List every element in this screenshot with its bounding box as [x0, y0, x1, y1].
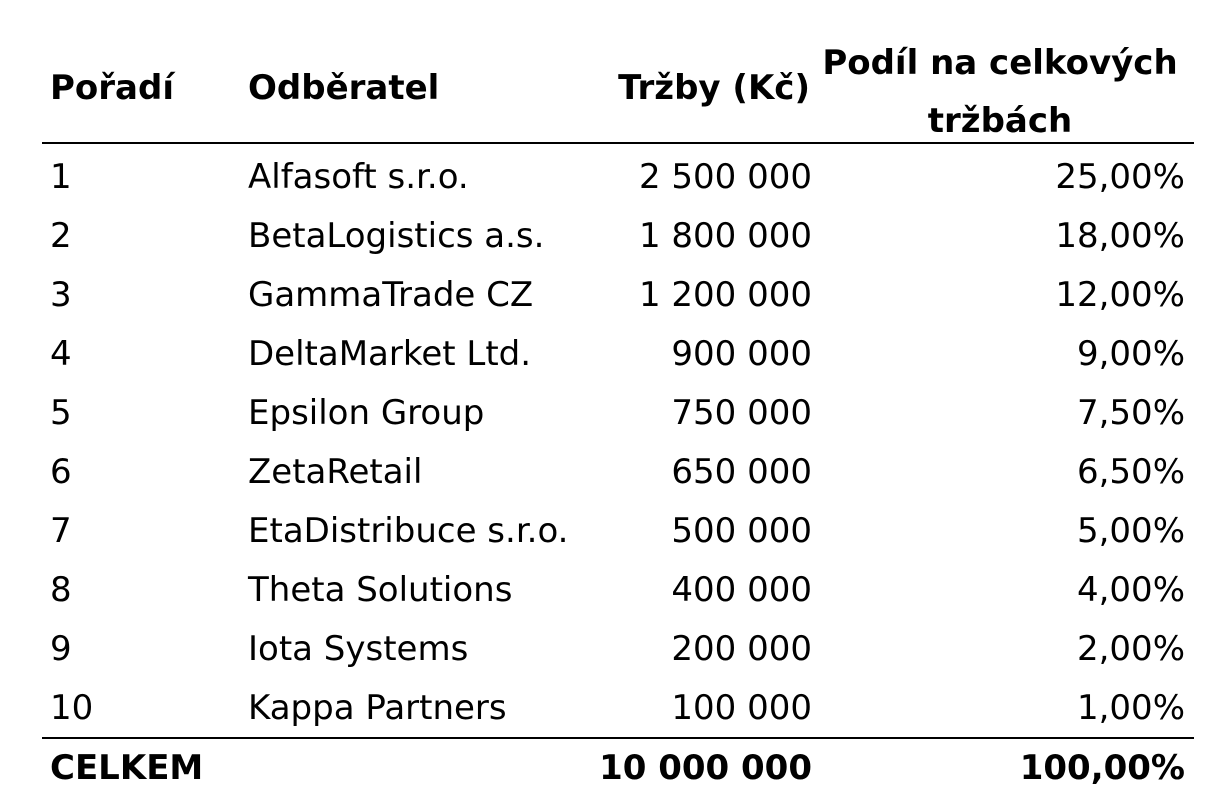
table-row: 2 BetaLogistics a.s. 1 800 000 18,00% [0, 207, 1222, 266]
share-cell: 18,00% [1055, 216, 1185, 256]
rank-cell: 2 [50, 216, 72, 256]
sales-cell: 1 800 000 [638, 216, 812, 256]
sales-cell: 400 000 [671, 570, 812, 610]
rank-cell: 3 [50, 275, 72, 315]
sales-cell: 200 000 [671, 629, 812, 669]
rank-cell: 7 [50, 511, 72, 551]
share-cell: 12,00% [1055, 275, 1185, 315]
table-row: 6 ZetaRetail 650 000 6,50% [0, 443, 1222, 502]
customer-cell: Alfasoft s.r.o. [248, 157, 469, 197]
table-row: 4 DeltaMarket Ltd. 900 000 9,00% [0, 325, 1222, 384]
customer-cell: BetaLogistics a.s. [248, 216, 545, 256]
rank-cell: 4 [50, 334, 72, 374]
customer-cell: EtaDistribuce s.r.o. [248, 511, 569, 551]
total-sales: 10 000 000 [599, 748, 812, 788]
sales-cell: 100 000 [671, 688, 812, 728]
share-cell: 2,00% [1076, 629, 1185, 669]
customer-cell: ZetaRetail [248, 452, 423, 492]
share-cell: 9,00% [1076, 334, 1185, 374]
sales-cell: 650 000 [671, 452, 812, 492]
customer-cell: GammaTrade CZ [248, 275, 534, 315]
table-row: 9 Iota Systems 200 000 2,00% [0, 620, 1222, 679]
rank-cell: 8 [50, 570, 72, 610]
share-cell: 7,50% [1076, 393, 1185, 433]
customer-cell: DeltaMarket Ltd. [248, 334, 532, 374]
table-row: 1 Alfasoft s.r.o. 2 500 000 25,00% [0, 148, 1222, 207]
table-row: 10 Kappa Partners 100 000 1,00% [0, 679, 1222, 738]
sales-cell: 750 000 [671, 393, 812, 433]
total-row: CELKEM 10 000 000 100,00% [0, 739, 1222, 798]
rank-cell: 5 [50, 393, 72, 433]
total-divider [42, 737, 1194, 739]
total-label: CELKEM [50, 748, 204, 788]
rank-cell: 9 [50, 629, 72, 669]
sales-cell: 1 200 000 [638, 275, 812, 315]
table-row: 8 Theta Solutions 400 000 4,00% [0, 561, 1222, 620]
sales-cell: 2 500 000 [638, 157, 812, 197]
customer-cell: Epsilon Group [248, 393, 485, 433]
rank-cell: 6 [50, 452, 72, 492]
header-divider [42, 142, 1194, 144]
rank-cell: 10 [50, 688, 94, 728]
customer-cell: Theta Solutions [248, 570, 513, 610]
share-cell: 25,00% [1055, 157, 1185, 197]
customer-cell: Iota Systems [248, 629, 469, 669]
table-row: 5 Epsilon Group 750 000 7,50% [0, 384, 1222, 443]
header-sales: Tržby (Kč) [618, 68, 810, 108]
sales-cell: 500 000 [671, 511, 812, 551]
table-row: 3 GammaTrade CZ 1 200 000 12,00% [0, 266, 1222, 325]
sales-cell: 900 000 [671, 334, 812, 374]
header-customer: Odběratel [248, 68, 440, 108]
share-cell: 1,00% [1076, 688, 1185, 728]
header-share: Podíl na celkových tržbách [822, 43, 1178, 141]
header-rank: Pořadí [50, 68, 174, 108]
table-row: 7 EtaDistribuce s.r.o. 500 000 5,00% [0, 502, 1222, 561]
share-cell: 6,50% [1076, 452, 1185, 492]
rank-cell: 1 [50, 157, 72, 197]
total-share: 100,00% [1019, 748, 1185, 788]
share-cell: 4,00% [1076, 570, 1185, 610]
customer-cell: Kappa Partners [248, 688, 507, 728]
share-cell: 5,00% [1076, 511, 1185, 551]
